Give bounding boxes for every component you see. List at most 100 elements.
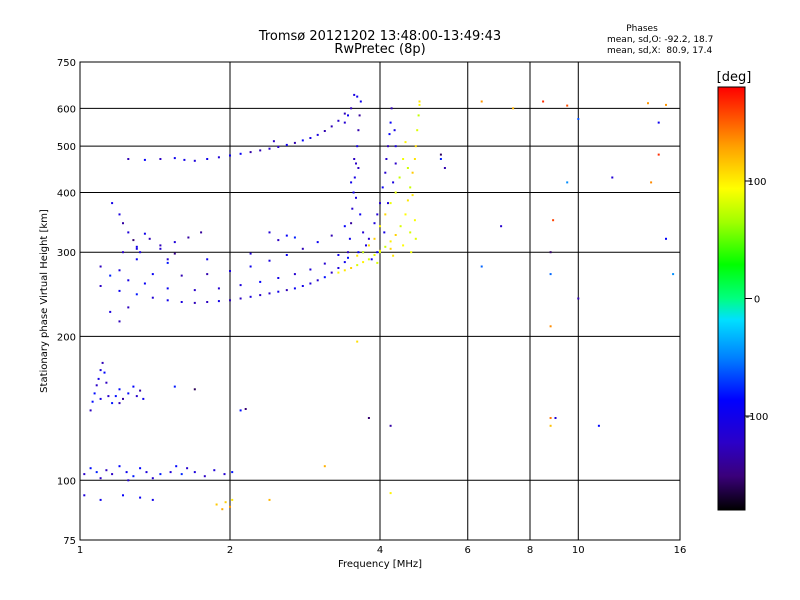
data-point: [118, 289, 121, 292]
data-point: [277, 239, 280, 242]
data-point: [229, 299, 231, 302]
data-point: [316, 133, 319, 136]
data-point: [385, 158, 388, 160]
data-point: [132, 385, 135, 388]
data-point: [99, 265, 102, 268]
data-point: [83, 494, 86, 497]
data-points: [83, 93, 675, 511]
data-point: [356, 254, 359, 257]
data-point: [399, 225, 402, 228]
data-point: [166, 287, 169, 290]
y-axis-label: Stationary phase Virtual Height [km]: [39, 209, 50, 393]
data-point: [132, 475, 135, 478]
data-point: [249, 252, 252, 255]
data-point: [193, 289, 196, 292]
data-point: [406, 167, 409, 169]
data-point: [665, 237, 667, 240]
data-point: [353, 176, 356, 179]
x-tick-label: 1: [77, 545, 83, 556]
data-point: [393, 129, 396, 132]
data-point: [127, 479, 130, 482]
data-point: [323, 262, 326, 265]
data-point: [159, 158, 162, 160]
data-point: [362, 251, 365, 254]
data-point: [139, 467, 142, 470]
data-point: [95, 471, 98, 474]
data-point: [343, 225, 346, 228]
data-point: [418, 103, 421, 106]
data-point: [657, 121, 660, 124]
data-point: [657, 153, 660, 156]
data-point: [404, 141, 407, 144]
data-point: [127, 158, 130, 160]
data-point: [259, 149, 262, 152]
data-point: [268, 259, 271, 262]
data-point: [180, 274, 183, 277]
data-point: [414, 145, 417, 148]
data-point: [180, 301, 183, 303]
data-point: [268, 292, 271, 295]
data-point: [406, 199, 409, 202]
data-point: [384, 171, 387, 174]
data-point: [542, 100, 545, 103]
data-point: [159, 244, 162, 247]
data-point: [217, 156, 220, 159]
data-point: [480, 100, 483, 103]
y-tick-label: 600: [57, 104, 76, 115]
data-point: [173, 252, 176, 255]
data-point: [166, 299, 169, 302]
data-point: [193, 159, 196, 162]
data-point: [224, 501, 227, 504]
data-point: [387, 145, 389, 148]
data-point: [390, 107, 393, 110]
data-point: [293, 273, 296, 276]
data-point: [132, 239, 135, 242]
data-point: [357, 167, 360, 169]
data-point: [231, 498, 234, 501]
data-point: [356, 264, 359, 267]
colorbar-tick-label: 0: [754, 295, 760, 306]
data-point: [135, 395, 138, 398]
data-point: [83, 473, 86, 476]
data-point: [139, 389, 142, 392]
x-axis-label: Frequency [MHz]: [338, 559, 422, 570]
data-point: [512, 107, 515, 110]
data-point: [107, 395, 110, 398]
data-point: [389, 247, 392, 250]
x-tick-label: 8: [527, 545, 533, 556]
data-point: [135, 293, 138, 296]
data-point: [373, 254, 376, 256]
data-point: [379, 225, 381, 228]
data-point: [109, 274, 112, 277]
data-point: [392, 254, 395, 257]
data-point: [549, 417, 552, 419]
data-point: [249, 151, 252, 154]
data-point: [111, 202, 114, 205]
data-point: [109, 310, 112, 313]
data-point: [439, 153, 442, 156]
data-point: [293, 287, 296, 290]
data-point: [350, 267, 353, 269]
data-point: [347, 251, 349, 254]
data-point: [383, 231, 386, 234]
data-point: [285, 234, 288, 237]
data-point: [118, 320, 121, 323]
data-point: [566, 104, 569, 107]
data-point: [413, 219, 416, 222]
data-point: [549, 251, 552, 254]
data-point: [356, 95, 359, 98]
data-point: [114, 395, 117, 398]
data-point: [411, 171, 414, 174]
stats-x-line: mean, sd,X: 80.9, 17.4: [607, 46, 713, 56]
chart-subtitle: RwPretec (8p): [334, 42, 425, 57]
data-point: [259, 280, 262, 283]
data-point: [139, 496, 142, 499]
data-point: [552, 219, 555, 222]
data-point: [376, 213, 379, 216]
data-point: [151, 498, 154, 501]
y-tick-label: 100: [57, 476, 76, 487]
data-point: [309, 268, 312, 271]
data-point: [376, 251, 379, 254]
data-point: [142, 397, 145, 400]
data-point: [566, 181, 569, 184]
